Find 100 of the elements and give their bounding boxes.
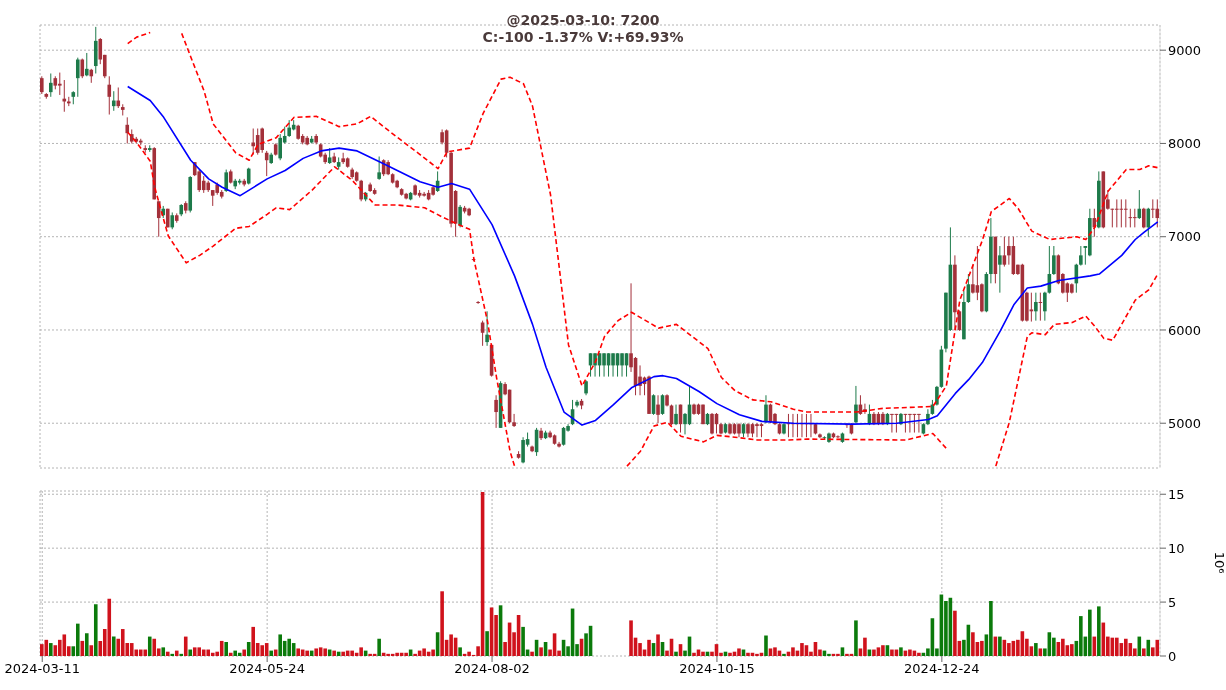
candlestick [764, 394, 768, 424]
bar [188, 649, 193, 656]
candlestick [710, 412, 714, 435]
candlestick [1034, 292, 1038, 322]
bar [174, 650, 179, 656]
bar [836, 653, 840, 656]
bar [84, 633, 89, 656]
bar [80, 640, 85, 656]
candlestick [1052, 245, 1056, 276]
bar [656, 634, 660, 656]
bar [1070, 644, 1074, 656]
bar [359, 647, 363, 656]
x-tick-label: 2024-12-24 [904, 661, 980, 677]
bar [332, 650, 336, 656]
bar [1061, 638, 1065, 656]
candlestick [908, 413, 912, 434]
bar [49, 643, 53, 656]
bar [431, 649, 435, 656]
chart-subtitle: C:-100 -1.37% V:+69.93% [481, 29, 685, 46]
bar [165, 651, 170, 656]
bar [953, 610, 957, 656]
bar [147, 636, 152, 656]
bar [314, 648, 318, 656]
bar [170, 653, 175, 656]
y-tick-label: 9000 [1168, 42, 1202, 58]
candlestick [57, 72, 62, 96]
bar [341, 651, 345, 656]
candlestick [377, 156, 381, 181]
candlestick [422, 191, 426, 198]
bar [917, 652, 921, 656]
bar [246, 641, 251, 656]
bar [998, 636, 1002, 656]
candlestick [116, 86, 121, 109]
y-tick-label: 7000 [1168, 229, 1202, 245]
candlestick [485, 310, 489, 347]
bar [278, 634, 282, 656]
bar [971, 632, 975, 656]
candlestick [674, 404, 678, 426]
candlestick [917, 413, 921, 434]
line-series [126, 85, 1159, 426]
y-tick-label: 5 [1168, 594, 1177, 610]
bar [377, 638, 381, 656]
bar [629, 620, 633, 656]
bar [111, 636, 116, 656]
bar [1088, 609, 1092, 656]
bar [746, 652, 750, 656]
candlestick [125, 116, 130, 144]
candlestick [224, 169, 229, 193]
bar [827, 653, 831, 656]
candlestick [278, 133, 282, 161]
bar [75, 623, 80, 656]
bar [539, 647, 543, 656]
candlestick [1151, 198, 1155, 219]
x-tick-label: 2024-08-02 [454, 661, 530, 677]
bar [269, 650, 273, 656]
bar [44, 639, 49, 656]
chart-title: @2025-03-10: 7200 [505, 12, 661, 29]
y-tick-label: 10 [1168, 540, 1185, 556]
candlestick [1115, 198, 1119, 228]
candlestick [1142, 207, 1146, 229]
bar [210, 652, 215, 656]
bar [260, 645, 264, 656]
bar [701, 651, 705, 656]
bar [206, 649, 211, 656]
bar [129, 643, 134, 656]
candlestick [80, 58, 85, 79]
bar [224, 641, 229, 656]
x-tick-label: 2024-10-15 [679, 661, 755, 677]
bar [143, 649, 148, 656]
bar [62, 634, 67, 656]
candlestick [260, 127, 264, 154]
bar [755, 653, 759, 656]
candlestick [1124, 198, 1128, 228]
candlestick [111, 90, 116, 112]
bar [845, 653, 849, 656]
candlestick [890, 413, 894, 434]
bar [1079, 616, 1083, 656]
bar [800, 643, 804, 656]
x-tick-label: 2024-03-11 [4, 661, 81, 677]
bar [521, 626, 525, 656]
bar [449, 634, 453, 656]
bar [368, 653, 372, 656]
bar [1034, 643, 1038, 656]
bar [440, 591, 444, 656]
bar [782, 653, 786, 656]
bar [764, 635, 768, 656]
bar [305, 650, 309, 656]
bar [890, 649, 894, 656]
bar [242, 649, 247, 656]
candlestick [521, 436, 525, 464]
bar [1115, 637, 1119, 656]
bar [237, 652, 242, 656]
candlestick [49, 73, 53, 98]
y-tick-label: 15 [1168, 486, 1185, 502]
bar [647, 639, 651, 656]
candlestick [935, 385, 939, 407]
candlestick [1079, 245, 1083, 267]
bar [120, 629, 125, 656]
bar [1007, 643, 1011, 656]
bar [872, 649, 876, 656]
